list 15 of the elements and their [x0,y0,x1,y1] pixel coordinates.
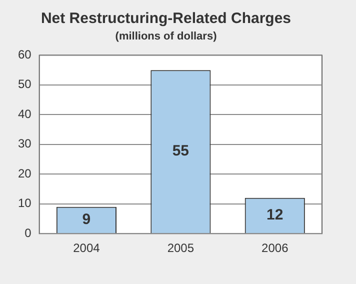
x-tick-label: 2005 [167,241,194,256]
x-tick-label: 2006 [262,241,289,256]
y-tick-label: 60 [18,48,32,62]
chart-subtitle: (millions of dollars) [115,30,218,43]
y-tick-label: 0 [24,226,32,240]
y-tick-label: 10 [18,196,32,210]
data-label: 12 [266,206,284,224]
y-tick-label: 30 [18,136,32,151]
y-tick-label: 50 [18,77,32,92]
chart-title: Net Restructuring-Related Charges [40,10,292,28]
data-label: 55 [172,142,190,160]
data-label: 9 [82,211,91,228]
x-tick-label: 2004 [73,241,100,256]
y-tick-label: 40 [18,106,32,121]
y-tick-label: 20 [18,166,32,180]
